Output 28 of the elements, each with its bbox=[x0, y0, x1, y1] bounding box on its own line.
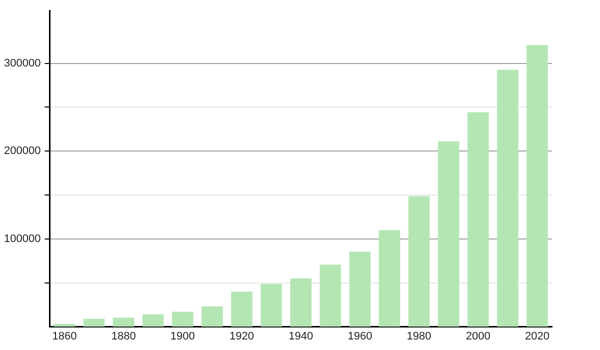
bar bbox=[202, 306, 223, 327]
y-tick-label: 200000 bbox=[4, 145, 41, 158]
x-tick-label: 2000 bbox=[466, 330, 490, 342]
bar bbox=[112, 318, 134, 327]
bar bbox=[231, 292, 252, 327]
x-tick-label: 1940 bbox=[288, 330, 314, 342]
bar bbox=[260, 284, 282, 327]
bar bbox=[497, 70, 518, 327]
bar bbox=[526, 45, 548, 327]
bar bbox=[408, 196, 430, 327]
bar bbox=[349, 252, 371, 327]
y-tick-label: 100000 bbox=[4, 233, 41, 245]
x-tick-label: 1920 bbox=[230, 330, 254, 342]
x-tick-label: 1980 bbox=[406, 330, 432, 342]
bar bbox=[438, 141, 460, 327]
x-tick-label: 1860 bbox=[52, 330, 77, 342]
bar bbox=[378, 230, 400, 327]
x-tick-label: 1960 bbox=[348, 330, 372, 342]
bar bbox=[290, 278, 312, 327]
y-tick-label: 300000 bbox=[4, 57, 41, 70]
x-tick-label: 2020 bbox=[524, 330, 550, 342]
bar bbox=[142, 314, 164, 327]
bar bbox=[172, 312, 194, 327]
x-tick-label: 1880 bbox=[111, 330, 136, 342]
bar bbox=[320, 264, 342, 327]
bar bbox=[467, 112, 489, 327]
bar bbox=[83, 318, 105, 327]
x-tick-label: 1900 bbox=[170, 330, 195, 342]
